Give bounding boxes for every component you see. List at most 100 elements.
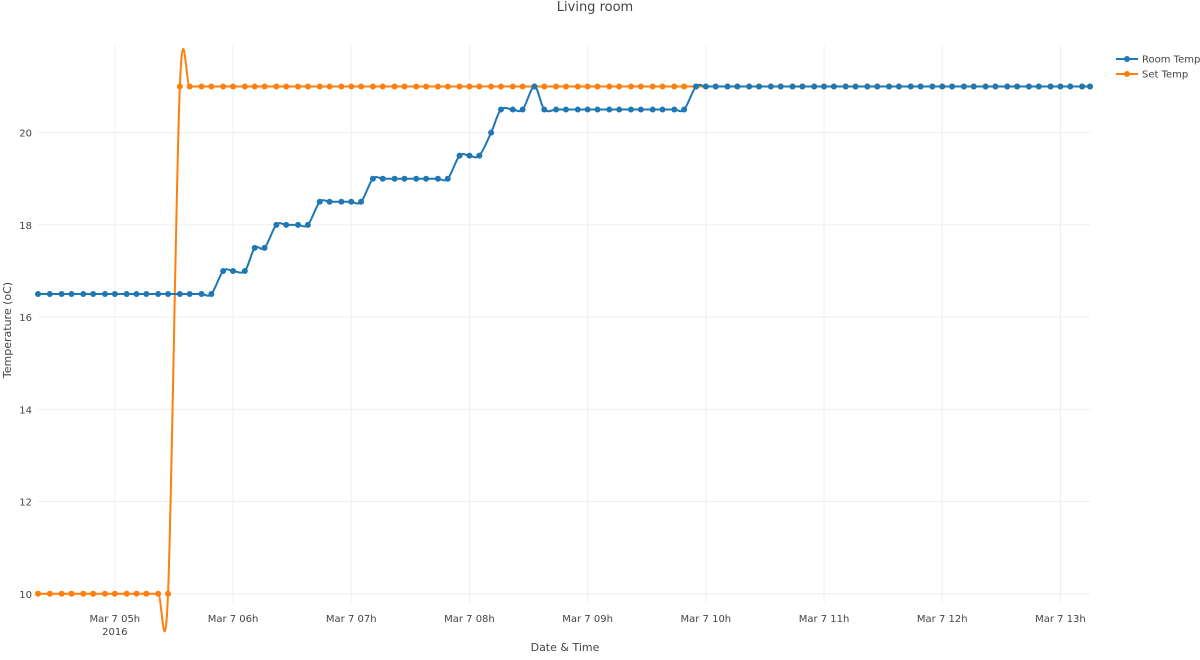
set-temp-point[interactable]: [304, 83, 311, 90]
set-temp-point[interactable]: [476, 83, 483, 90]
room-temp-point[interactable]: [929, 83, 936, 90]
set-temp-point[interactable]: [198, 83, 205, 90]
room-temp-point[interactable]: [283, 221, 290, 228]
set-temp-point[interactable]: [348, 83, 355, 90]
set-temp-point[interactable]: [176, 83, 183, 90]
set-temp-point[interactable]: [401, 83, 408, 90]
set-temp-point[interactable]: [261, 83, 268, 90]
set-temp-point[interactable]: [90, 590, 97, 597]
room-temp-point[interactable]: [821, 83, 828, 90]
room-temp-point[interactable]: [68, 291, 75, 298]
set-temp-point[interactable]: [627, 83, 634, 90]
room-temp-point[interactable]: [1057, 83, 1064, 90]
set-temp-point[interactable]: [208, 83, 215, 90]
room-temp-point[interactable]: [746, 83, 753, 90]
room-temp-point[interactable]: [874, 83, 881, 90]
set-temp-point[interactable]: [358, 83, 365, 90]
room-temp-series[interactable]: [35, 83, 1093, 298]
room-temp-point[interactable]: [413, 175, 420, 182]
room-temp-point[interactable]: [616, 106, 623, 113]
set-temp-point[interactable]: [143, 590, 150, 597]
set-temp-point[interactable]: [35, 590, 41, 597]
room-temp-point[interactable]: [842, 83, 849, 90]
room-temp-point[interactable]: [519, 106, 526, 113]
room-temp-point[interactable]: [1014, 83, 1021, 90]
set-temp-point[interactable]: [68, 590, 75, 597]
set-temp-point[interactable]: [123, 590, 130, 597]
room-temp-point[interactable]: [886, 83, 893, 90]
room-temp-point[interactable]: [316, 198, 323, 205]
set-temp-point[interactable]: [369, 83, 376, 90]
room-temp-point[interactable]: [756, 83, 763, 90]
set-temp-point[interactable]: [671, 83, 678, 90]
room-temp-point[interactable]: [692, 83, 699, 90]
room-temp-point[interactable]: [830, 83, 837, 90]
set-temp-point[interactable]: [488, 83, 495, 90]
room-temp-point[interactable]: [444, 175, 451, 182]
room-temp-point[interactable]: [531, 83, 538, 90]
set-temp-point[interactable]: [273, 83, 280, 90]
room-temp-point[interactable]: [476, 152, 483, 159]
set-temp-point[interactable]: [155, 590, 162, 597]
room-temp-point[interactable]: [208, 291, 215, 298]
room-temp-point[interactable]: [637, 106, 644, 113]
set-temp-point[interactable]: [456, 83, 463, 90]
set-temp-point[interactable]: [444, 83, 451, 90]
room-temp-point[interactable]: [702, 83, 709, 90]
room-temp-point[interactable]: [101, 291, 108, 298]
room-temp-point[interactable]: [273, 221, 280, 228]
room-temp-point[interactable]: [541, 106, 548, 113]
set-temp-point[interactable]: [111, 590, 118, 597]
room-temp-point[interactable]: [789, 83, 796, 90]
set-temp-point[interactable]: [509, 83, 516, 90]
room-temp-point[interactable]: [1067, 83, 1074, 90]
room-temp-point[interactable]: [1079, 83, 1086, 90]
room-temp-point[interactable]: [606, 106, 613, 113]
room-temp-point[interactable]: [1087, 83, 1093, 90]
room-temp-point[interactable]: [143, 291, 150, 298]
set-temp-point[interactable]: [553, 83, 560, 90]
room-temp-point[interactable]: [982, 83, 989, 90]
room-temp-point[interactable]: [220, 267, 227, 274]
room-temp-point[interactable]: [659, 106, 666, 113]
legend-item-room-temp[interactable]: Room Temp: [1116, 55, 1200, 66]
room-temp-point[interactable]: [509, 106, 516, 113]
set-temp-point[interactable]: [101, 590, 108, 597]
room-temp-point[interactable]: [992, 83, 999, 90]
set-temp-point[interactable]: [434, 83, 441, 90]
set-temp-point[interactable]: [379, 83, 386, 90]
room-temp-point[interactable]: [401, 175, 408, 182]
set-temp-point[interactable]: [659, 83, 666, 90]
room-temp-point[interactable]: [261, 244, 268, 251]
room-temp-point[interactable]: [649, 106, 656, 113]
room-temp-point[interactable]: [1047, 83, 1054, 90]
room-temp-point[interactable]: [767, 83, 774, 90]
room-temp-point[interactable]: [949, 83, 956, 90]
set-temp-point[interactable]: [316, 83, 323, 90]
room-temp-point[interactable]: [123, 291, 130, 298]
set-temp-point[interactable]: [423, 83, 430, 90]
room-temp-point[interactable]: [671, 106, 678, 113]
room-temp-point[interactable]: [251, 244, 258, 251]
set-temp-point[interactable]: [186, 83, 193, 90]
legend-item-set-temp[interactable]: Set Temp: [1116, 70, 1188, 81]
room-temp-point[interactable]: [497, 106, 504, 113]
room-temp-point[interactable]: [594, 106, 601, 113]
set-temp-point[interactable]: [241, 83, 248, 90]
set-temp-point[interactable]: [519, 83, 526, 90]
room-temp-point[interactable]: [186, 291, 193, 298]
set-temp-point[interactable]: [326, 83, 333, 90]
room-temp-point[interactable]: [391, 175, 398, 182]
room-temp-point[interactable]: [970, 83, 977, 90]
room-temp-point[interactable]: [734, 83, 741, 90]
room-temp-point[interactable]: [574, 106, 581, 113]
set-temp-point[interactable]: [541, 83, 548, 90]
room-temp-point[interactable]: [133, 291, 140, 298]
set-temp-point[interactable]: [295, 83, 302, 90]
set-temp-point[interactable]: [58, 590, 65, 597]
room-temp-point[interactable]: [35, 291, 41, 298]
set-temp-point[interactable]: [497, 83, 504, 90]
set-temp-point[interactable]: [574, 83, 581, 90]
set-temp-point[interactable]: [594, 83, 601, 90]
set-temp-point[interactable]: [413, 83, 420, 90]
